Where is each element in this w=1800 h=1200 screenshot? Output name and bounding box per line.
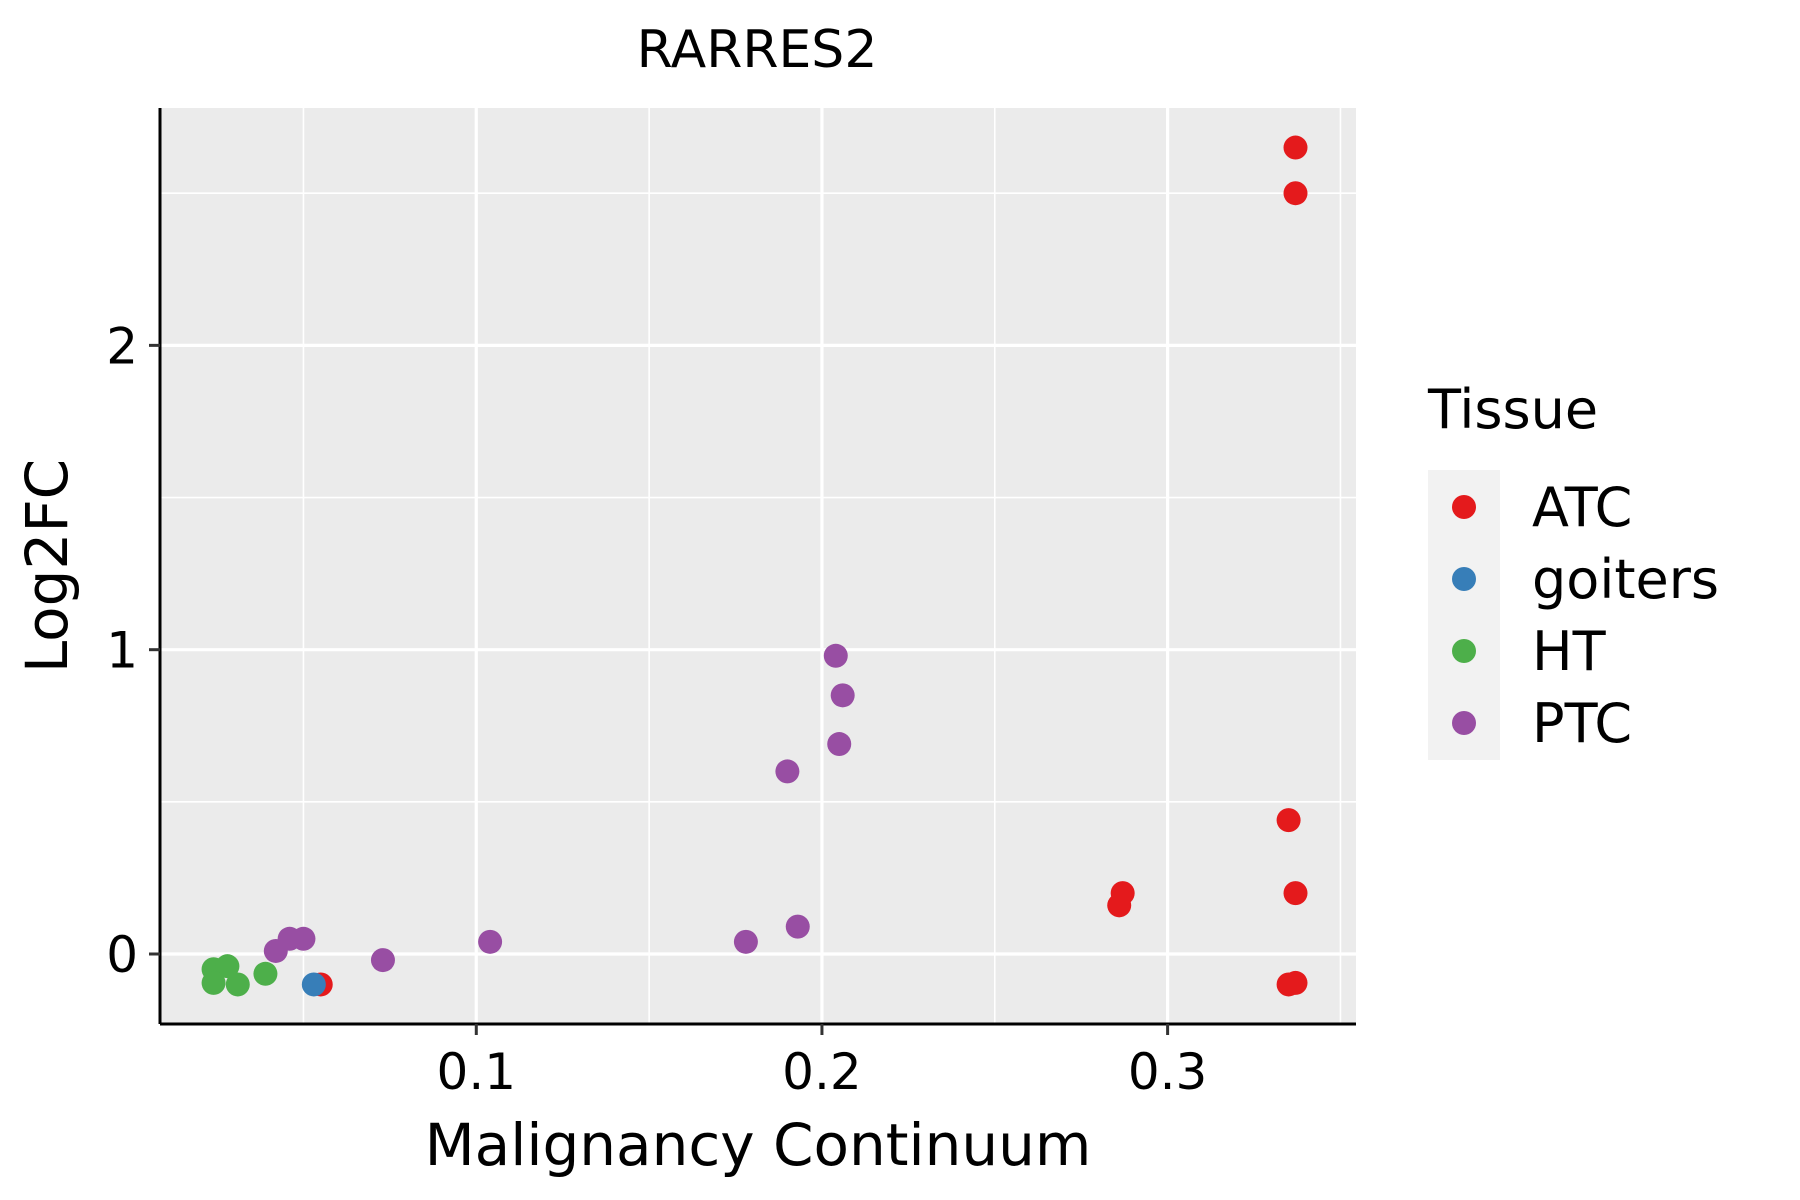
data-point-ptc [733,929,758,954]
legend-entries: ATC goiters HT PTC [1452,476,1719,755]
legend-title: Tissue [1427,378,1598,441]
data-point-atc [1283,970,1308,995]
legend-key-ht [1452,639,1476,663]
y-tick-label: 0 [106,926,138,984]
plot-panel [160,108,1356,1024]
x-axis-ticks: 0.1 0.2 0.3 [437,1024,1208,1101]
data-point-atc [1276,808,1301,833]
legend-key-ptc [1452,711,1476,735]
legend-label-ptc: PTC [1532,692,1632,755]
y-tick-label: 1 [106,622,138,680]
data-point-ptc [263,938,288,963]
x-axis-title: Malignancy Continuum [425,1111,1092,1179]
minor-gridlines [160,108,1356,1024]
legend-label-ht: HT [1532,620,1607,683]
data-point-atc [1283,181,1308,206]
data-point-ht [215,954,240,979]
data-point-ptc [291,926,316,951]
data-point-ht [253,961,278,986]
chart-title: RARRES2 [637,20,878,80]
legend-key-atc [1452,495,1476,519]
data-point-atc [1283,135,1308,160]
data-point-ptc [830,683,855,708]
data-point-ptc [478,929,503,954]
data-point-atc [1283,881,1308,906]
major-gridlines [160,108,1356,1024]
x-tick-label: 0.2 [782,1043,862,1101]
data-point-ptc [827,732,852,757]
data-point-ht [201,970,226,995]
y-axis-ticks: 0 1 2 [106,317,160,984]
data-point-ptc [785,914,810,939]
data-point-atc [1107,893,1132,918]
y-axis-title: Log2FC [13,459,81,673]
legend-label-goiters: goiters [1532,548,1719,611]
legend-label-atc: ATC [1532,476,1632,539]
data-point-ptc [823,643,848,668]
data-point-ptc [775,759,800,784]
legend-key-goiters [1452,567,1476,591]
y-tick-label: 2 [106,317,138,375]
data-point-goiters [301,972,326,997]
x-tick-label: 0.3 [1128,1043,1208,1101]
data-point-ht [225,972,250,997]
x-tick-label: 0.1 [437,1043,517,1101]
legend: Tissue ATC goiters HT PTC [1427,378,1719,760]
data-points [201,135,1308,997]
data-point-ptc [370,948,395,973]
